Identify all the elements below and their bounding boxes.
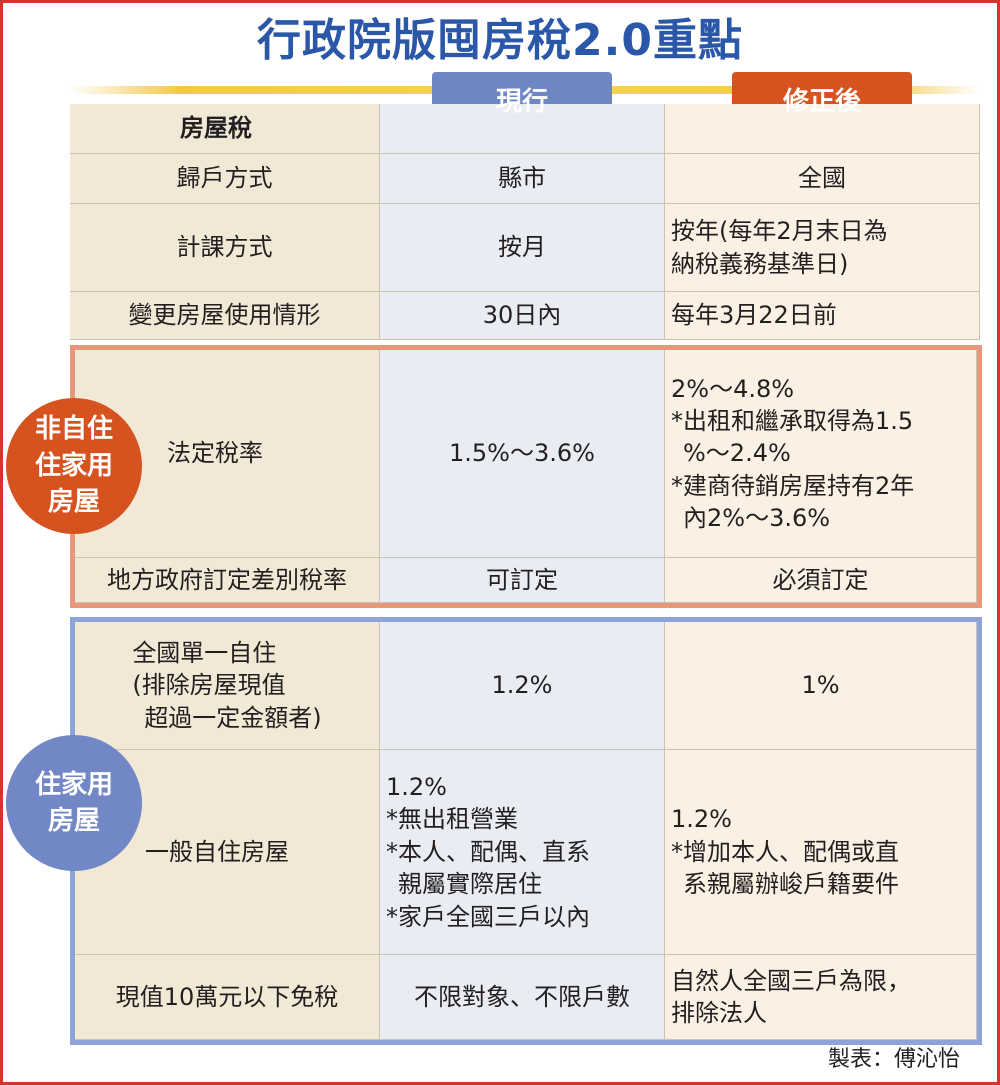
row-general-owner-current-line: *家戶全國三戶以內 [386,902,590,931]
row-general-owner-revised-line: 1.2% [671,805,732,834]
row-change-label: 變更房屋使用情形 [70,292,380,340]
owner-badge-line: 房屋 [47,806,100,836]
row-diff-rate-current: 可訂定 [380,558,665,603]
row-calc-revised-line: 按年(每年2月末日為 [671,217,888,246]
row-exempt-revised-line: 排除法人 [671,999,767,1027]
row-legal-rate-revised-line: %～2.4% [683,439,791,468]
non-owner-badge-line: 住家用 [34,450,113,481]
row-legal-rate-revised-line: 2%～4.8% [671,374,795,403]
row-single-owner-current: 1.2% [380,622,665,750]
row-general-owner-current-line: *無出租營業 [386,805,518,834]
row-calc-label: 計課方式 [70,204,380,292]
row-household-current: 縣市 [380,154,665,204]
non-owner-badge-line: 非自住 [34,414,113,445]
row-general-owner-current-line: *本人、配偶、直系 [386,837,590,866]
row-calc-revised: 按年(每年2月末日為 納稅義務基準日) [665,204,980,292]
row-single-owner-label: 全國單一自住 (排除房屋現值 超過一定金額者) [75,622,380,750]
row-general-owner-current: 1.2% *無出租營業 *本人、配偶、直系 親屬實際居住 *家戶全國三戶以內 [380,750,665,955]
row-general-owner-revised-line: *增加本人、配偶或直 [671,837,899,866]
row-calc-revised-line: 納稅義務基準日) [671,249,849,278]
row-header-label: 房屋稅 [70,104,380,154]
row-general-owner-revised-line: 系親屬辦峻戶籍要件 [683,870,899,899]
row-single-owner-label-line: 超過一定金額者) [144,703,322,732]
owner-badge-line: 住家用 [34,769,113,800]
row-header-revised [665,104,980,154]
row-change-revised: 每年3月22日前 [665,292,980,340]
row-exempt-revised: 自然人全國三戶為限， 排除法人 [665,955,977,1040]
row-exempt-current: 不限對象、不限戶數 [380,955,665,1040]
page-title: 行政院版囤房稅2.0重點 [257,15,743,66]
row-legal-rate-current: 1.5%～3.6% [380,350,665,558]
row-legal-rate-revised: 2%～4.8% *出租和繼承取得為1.5 %～2.4% *建商待銷房屋持有2年 … [665,350,977,558]
row-change-current: 30日內 [380,292,665,340]
row-general-owner-revised: 1.2% *增加本人、配偶或直 系親屬辦峻戶籍要件 [665,750,977,955]
row-single-owner-label-line: (排除房屋現值 [132,671,286,700]
row-legal-rate-revised-line: *出租和繼承取得為1.5 [671,406,914,435]
row-legal-rate-revised-line: *建商待銷房屋持有2年 [671,471,915,500]
row-exempt-revised-line: 自然人全國三戶為限， [671,966,911,995]
column-header-current-label: 現行 [495,87,548,117]
row-legal-rate-revised-line: 內2%～3.6% [683,504,831,533]
row-single-owner-revised: 1% [665,622,977,750]
row-exempt-label: 現值10萬元以下免稅 [75,955,380,1040]
row-household-revised: 全國 [665,154,980,204]
row-diff-rate-label: 地方政府訂定差別稅率 [75,558,380,603]
non-owner-badge-line: 房屋 [47,487,100,518]
non-owner-badge: 非自住 住家用 房屋 [6,398,142,534]
row-single-owner-label-line: 全國單一自住 [132,638,277,667]
owner-badge: 住家用 房屋 [6,735,142,871]
row-header-current [380,104,665,154]
row-general-owner-current-line: 1.2% [386,773,447,802]
row-calc-current: 按月 [380,204,665,292]
row-diff-rate-revised: 必須訂定 [665,558,977,603]
row-general-owner-current-line: 親屬實際居住 [398,870,542,899]
column-header-revised-label: 修正後 [782,87,861,117]
row-household-label: 歸戶方式 [70,154,380,204]
credit-text: 製表：傅沁怡 [827,1047,960,1072]
